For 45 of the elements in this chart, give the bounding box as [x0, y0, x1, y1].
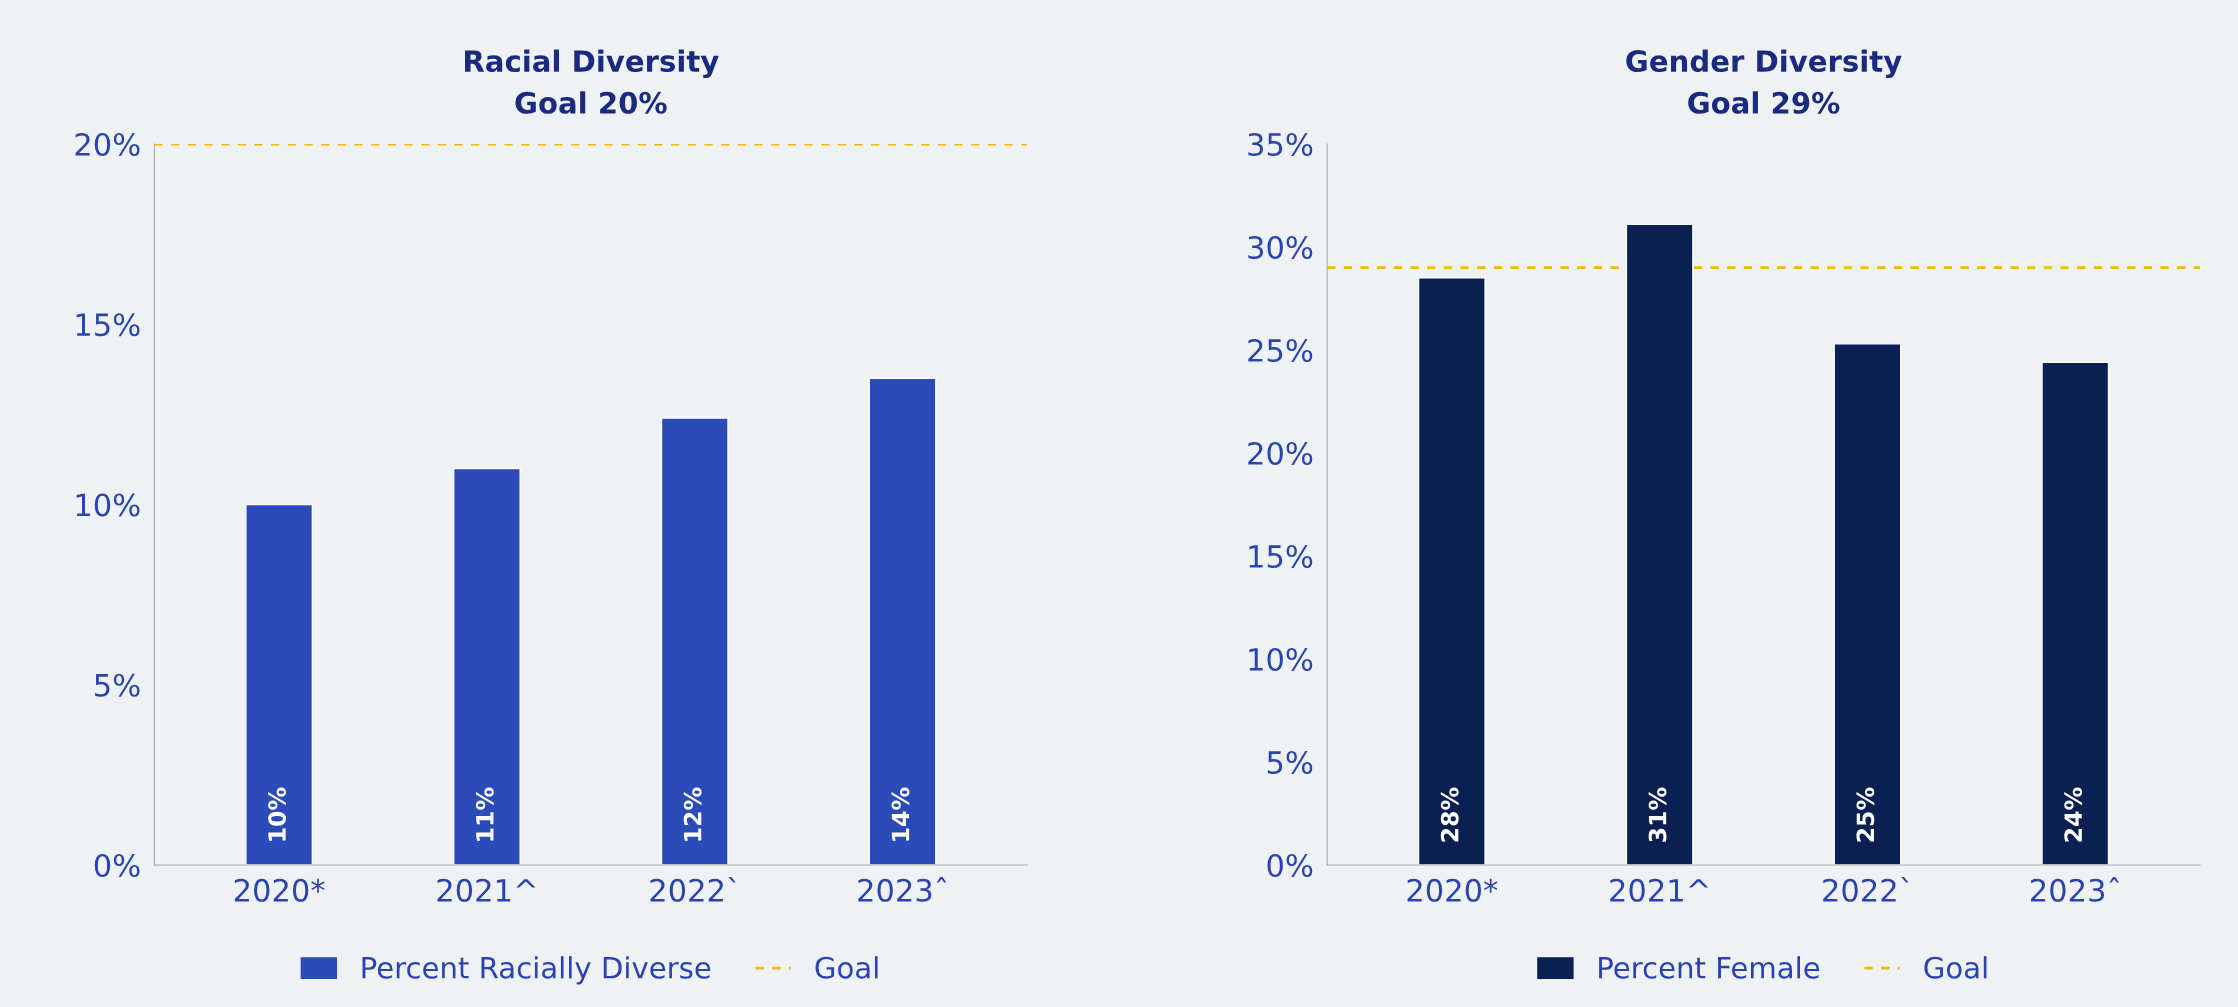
bar [2041, 361, 2110, 866]
data-label: 31% [1648, 787, 1667, 842]
data-label: 25% [1856, 787, 1875, 842]
y-tick-label: 15% [76, 313, 140, 337]
bar [660, 417, 729, 866]
legend-label: Percent Female [1599, 956, 1820, 979]
chart-title: Gender Diversity [1626, 49, 1902, 78]
x-tick-label: 2022` [1823, 876, 1909, 902]
y-tick-label: 5% [95, 673, 140, 697]
data-label: 14% [891, 787, 910, 841]
x-tick-label: 2021^ [1610, 878, 1709, 902]
chart-subtitle: Goal 29% [1688, 91, 1840, 114]
data-label: 10% [268, 787, 286, 841]
bar [1833, 343, 1902, 866]
bar [1417, 277, 1486, 866]
y-tick-label: 20% [1248, 441, 1313, 466]
y-tick-label: 0% [94, 853, 140, 878]
data-label: 12% [683, 787, 702, 841]
data-label: 24% [2064, 787, 2083, 842]
data-label: 11% [475, 787, 494, 841]
data-label: 28% [1440, 787, 1459, 842]
x-tick-label: 2023ˆ [2030, 876, 2119, 902]
y-tick-label: 5% [1267, 750, 1313, 775]
y-tick-label: 35% [1248, 132, 1313, 157]
y-tick-label: 0% [1267, 853, 1313, 878]
y-tick-label: 10% [1249, 647, 1313, 672]
x-tick-label: 2022` [650, 876, 736, 902]
y-tick-label: 10% [76, 493, 140, 517]
y-tick-label: 25% [1248, 338, 1313, 363]
chart-title: Racial Diversity [465, 49, 719, 78]
y-tick-label: 15% [1249, 544, 1313, 569]
bar [1625, 223, 1694, 866]
x-tick-label: 2021^ [437, 878, 536, 902]
bar [245, 503, 314, 866]
x-tick-label: 2023ˆ [858, 876, 947, 902]
bar [868, 377, 937, 866]
legend-label: Goal [1924, 956, 1987, 979]
chart-subtitle: Goal 20% [515, 91, 667, 114]
y-tick-label: 30% [1248, 235, 1313, 260]
x-tick-label: 2020* [234, 878, 325, 902]
x-tick-label: 2020* [1407, 878, 1498, 902]
y-tick-label: 20% [75, 132, 140, 157]
legend-label: Goal [815, 956, 878, 979]
legend-label: Percent Racially Diverse [362, 956, 711, 985]
bar [452, 467, 521, 866]
